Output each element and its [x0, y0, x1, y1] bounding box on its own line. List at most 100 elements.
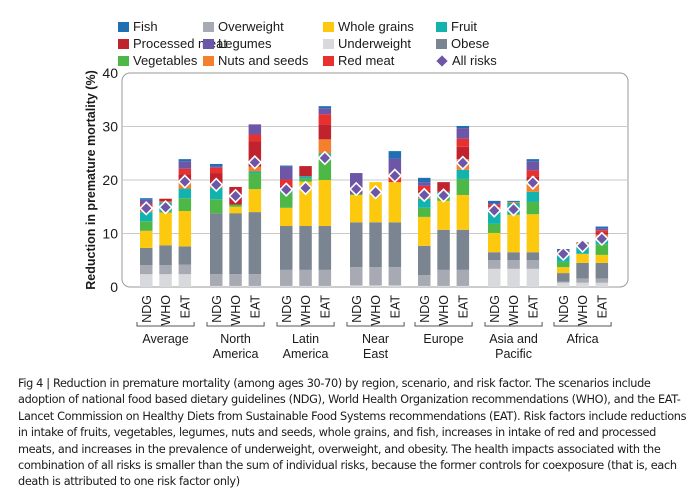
legend-swatch-overweight: [203, 21, 214, 32]
all-risks-marker: [158, 199, 173, 215]
bar-segment-vegetables: [299, 178, 312, 182]
bar-segment-whole-grains: [418, 216, 431, 246]
bar-segment-fruit: [178, 188, 192, 199]
group-bracket: [276, 322, 335, 327]
x-tick-label: WHO: [369, 295, 383, 326]
x-tick-label: NDG: [140, 295, 154, 323]
bar-segment-overweight: [159, 265, 172, 275]
bar-segment-obese: [178, 246, 192, 265]
legend-swatch-vegetables: [118, 55, 129, 66]
bar-segment-red-meat: [210, 167, 223, 174]
x-tick-label: EAT: [526, 295, 540, 319]
group-bracket: [136, 322, 195, 327]
legend-label: Underweight: [338, 36, 411, 51]
legend-item-fish: Fish: [118, 19, 158, 34]
x-tick-label: EAT: [248, 295, 262, 319]
bar-segment-obese: [140, 247, 153, 266]
bar-segment-legumes: [456, 128, 470, 139]
bar-segment-obese: [318, 226, 332, 270]
bar-segment-red-meat: [248, 134, 262, 142]
legend-item-obese: Obese: [436, 36, 489, 51]
bar-segment-overweight: [507, 260, 520, 269]
bar-segment-legumes: [388, 158, 402, 174]
bar-segment-vegetables: [557, 261, 570, 268]
bar-segment-underweight: [159, 274, 172, 287]
bar-segment-fish: [526, 159, 540, 162]
bar-segment-legumes: [210, 166, 223, 168]
legend-item-red-meat: Red meat: [323, 53, 394, 68]
bar-segment-obese: [437, 229, 450, 270]
all-risks-marker: [298, 180, 313, 196]
legend-swatch-legumes: [203, 38, 214, 49]
bar-segment-legumes: [418, 182, 431, 186]
all-risks-marker: [138, 201, 154, 216]
bar-segment-vegetables: [140, 221, 153, 231]
bar-segment-whole-grains: [140, 230, 153, 248]
x-tick-label: EAT: [456, 295, 470, 319]
bar-segment-obese: [350, 222, 363, 268]
bar-segment-underweight: [248, 285, 262, 287]
bar-segment-vegetables: [526, 201, 540, 215]
legend-label: Vegetables: [133, 53, 198, 68]
bar-segment-obese: [488, 252, 501, 261]
bar-segment-whole-grains: [350, 194, 363, 223]
bar-segment-obese: [418, 245, 431, 276]
legend-swatch-obese: [436, 38, 447, 49]
legend-swatch-fish: [118, 21, 129, 32]
bar-segment-vegetables: [248, 173, 262, 190]
x-tick-label: WHO: [507, 295, 521, 326]
group-bracket: [206, 322, 265, 327]
bar-segment-red-meat: [526, 170, 540, 177]
bar-segment-overweight: [248, 274, 262, 286]
bar-segment-obese: [576, 262, 589, 279]
bar-segment-legumes: [595, 228, 609, 231]
bar-segment-vegetables: [488, 223, 501, 233]
all-risks-marker: [506, 202, 521, 217]
all-risks-marker: [486, 203, 502, 218]
legend-swatch-fruit: [436, 21, 447, 32]
bar-segment-vegetables: [210, 199, 223, 214]
y-tick-label: 0: [110, 279, 118, 295]
bar-segment-fruit: [418, 198, 431, 208]
y-tick-label: 30: [102, 119, 118, 135]
bar-segment-overweight: [229, 274, 242, 286]
legend-label: Nuts and seeds: [218, 53, 309, 68]
bar-segment-overweight: [437, 269, 450, 286]
bar-segment-underweight: [318, 285, 332, 287]
group-label: East: [363, 347, 389, 361]
x-tick-label: NDG: [280, 295, 294, 323]
all-risks-marker: [247, 155, 263, 170]
bar-segment-whole-grains: [576, 253, 589, 263]
bar-segment-underweight: [595, 282, 609, 287]
legend-item-vegetables: Vegetables: [118, 53, 197, 68]
bar-segment-fish: [210, 163, 223, 167]
bar-segment-processed-meat: [318, 124, 332, 140]
bar-segment-whole-grains: [159, 212, 172, 246]
bar-segment-overweight: [388, 267, 402, 286]
bar-segment-obese: [299, 226, 312, 270]
bar-segment-overweight: [178, 264, 192, 275]
bar-segment-obese: [159, 245, 172, 266]
legend-item-fruit: Fruit: [436, 19, 477, 34]
legend-label: Whole grains: [338, 19, 414, 34]
bar-segment-obese: [229, 213, 242, 275]
bar-segment-fish: [280, 165, 293, 167]
legend-swatch-whole-grains: [323, 21, 334, 32]
bar-segment-fish: [140, 198, 153, 200]
bar-segment-overweight: [456, 269, 470, 286]
bar-segment-overweight: [140, 265, 153, 275]
bar-segment-whole-grains: [248, 189, 262, 213]
bar-segment-obese: [595, 262, 609, 279]
bar-segment-underweight: [140, 274, 153, 287]
legend-label: Legumes: [218, 36, 272, 51]
legend-item-all-risks: All risks: [436, 53, 497, 68]
bar-segment-overweight: [488, 260, 501, 269]
bar-segment-underweight: [350, 285, 363, 287]
x-tick-label: NDG: [557, 295, 571, 323]
bar-segment-obese: [388, 222, 402, 268]
bar-segment-overweight: [526, 260, 540, 269]
bar-segment-overweight: [576, 278, 589, 283]
bar-segment-whole-grains: [229, 206, 242, 214]
bar-segment-underweight: [418, 285, 431, 287]
bar-segment-obese: [526, 252, 540, 261]
